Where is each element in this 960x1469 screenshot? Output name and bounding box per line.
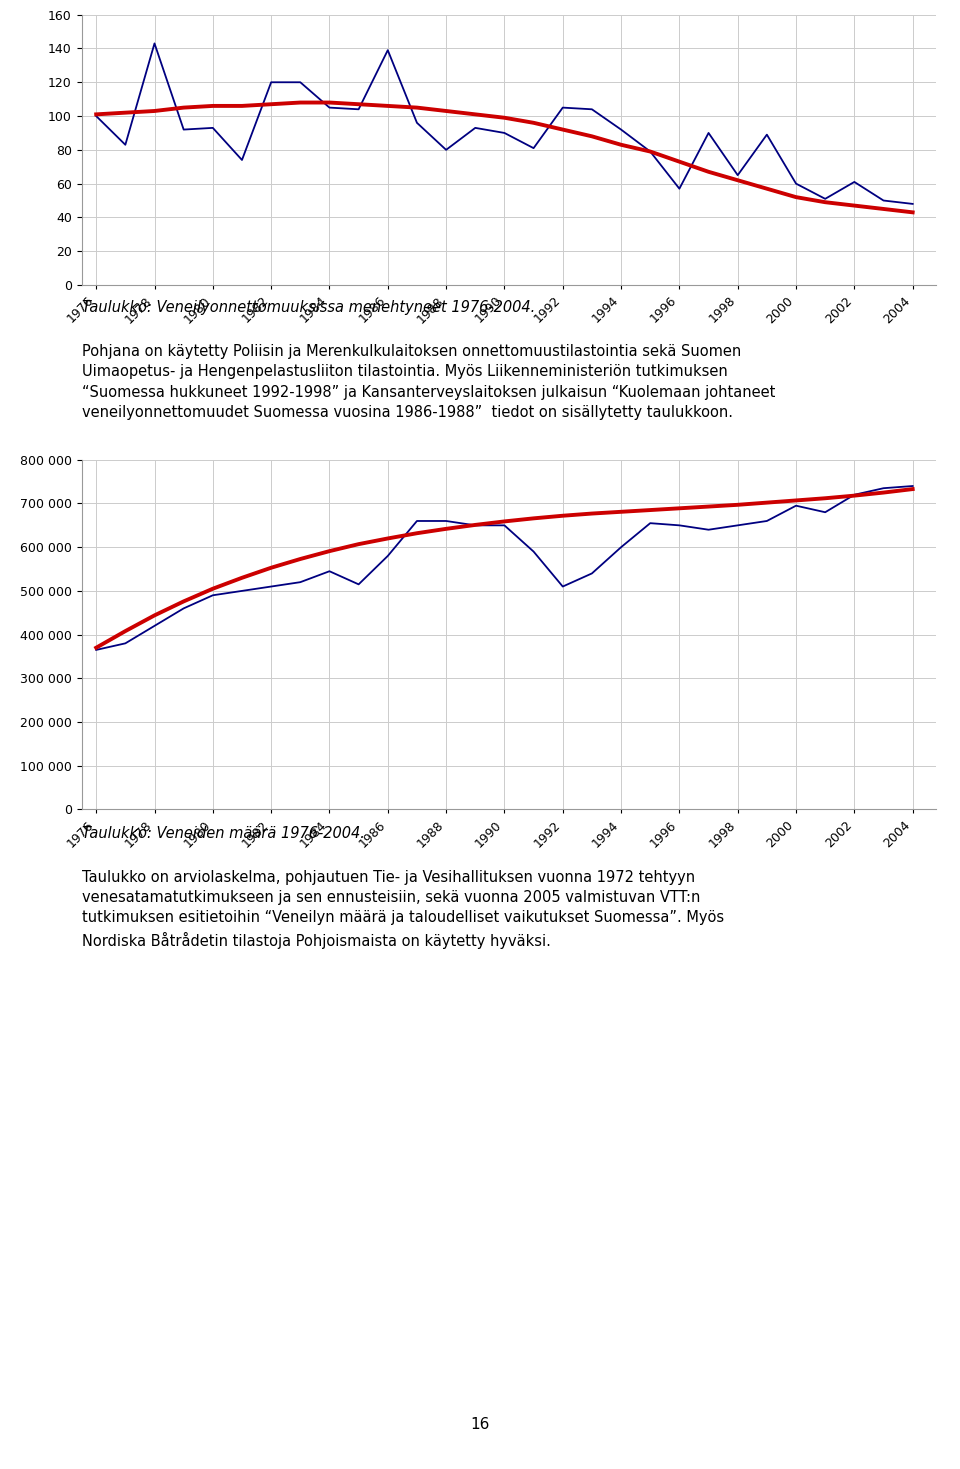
Text: Taulukko: Veneiden määrä 1976-2004.: Taulukko: Veneiden määrä 1976-2004. — [82, 826, 365, 840]
Text: 16: 16 — [470, 1418, 490, 1432]
Text: Pohjana on käytetty Poliisin ja Merenkulkulaitoksen onnettomuustilastointia sekä: Pohjana on käytetty Poliisin ja Merenkul… — [82, 344, 775, 420]
Text: Taulukko on arviolaskelma, pohjautuen Tie- ja Vesihallituksen vuonna 1972 tehtyy: Taulukko on arviolaskelma, pohjautuen Ti… — [82, 870, 724, 949]
Text: Taulukko: Veneilyonnettomuuksissa menehtyneet 1976-2004.: Taulukko: Veneilyonnettomuuksissa meneht… — [82, 300, 535, 314]
